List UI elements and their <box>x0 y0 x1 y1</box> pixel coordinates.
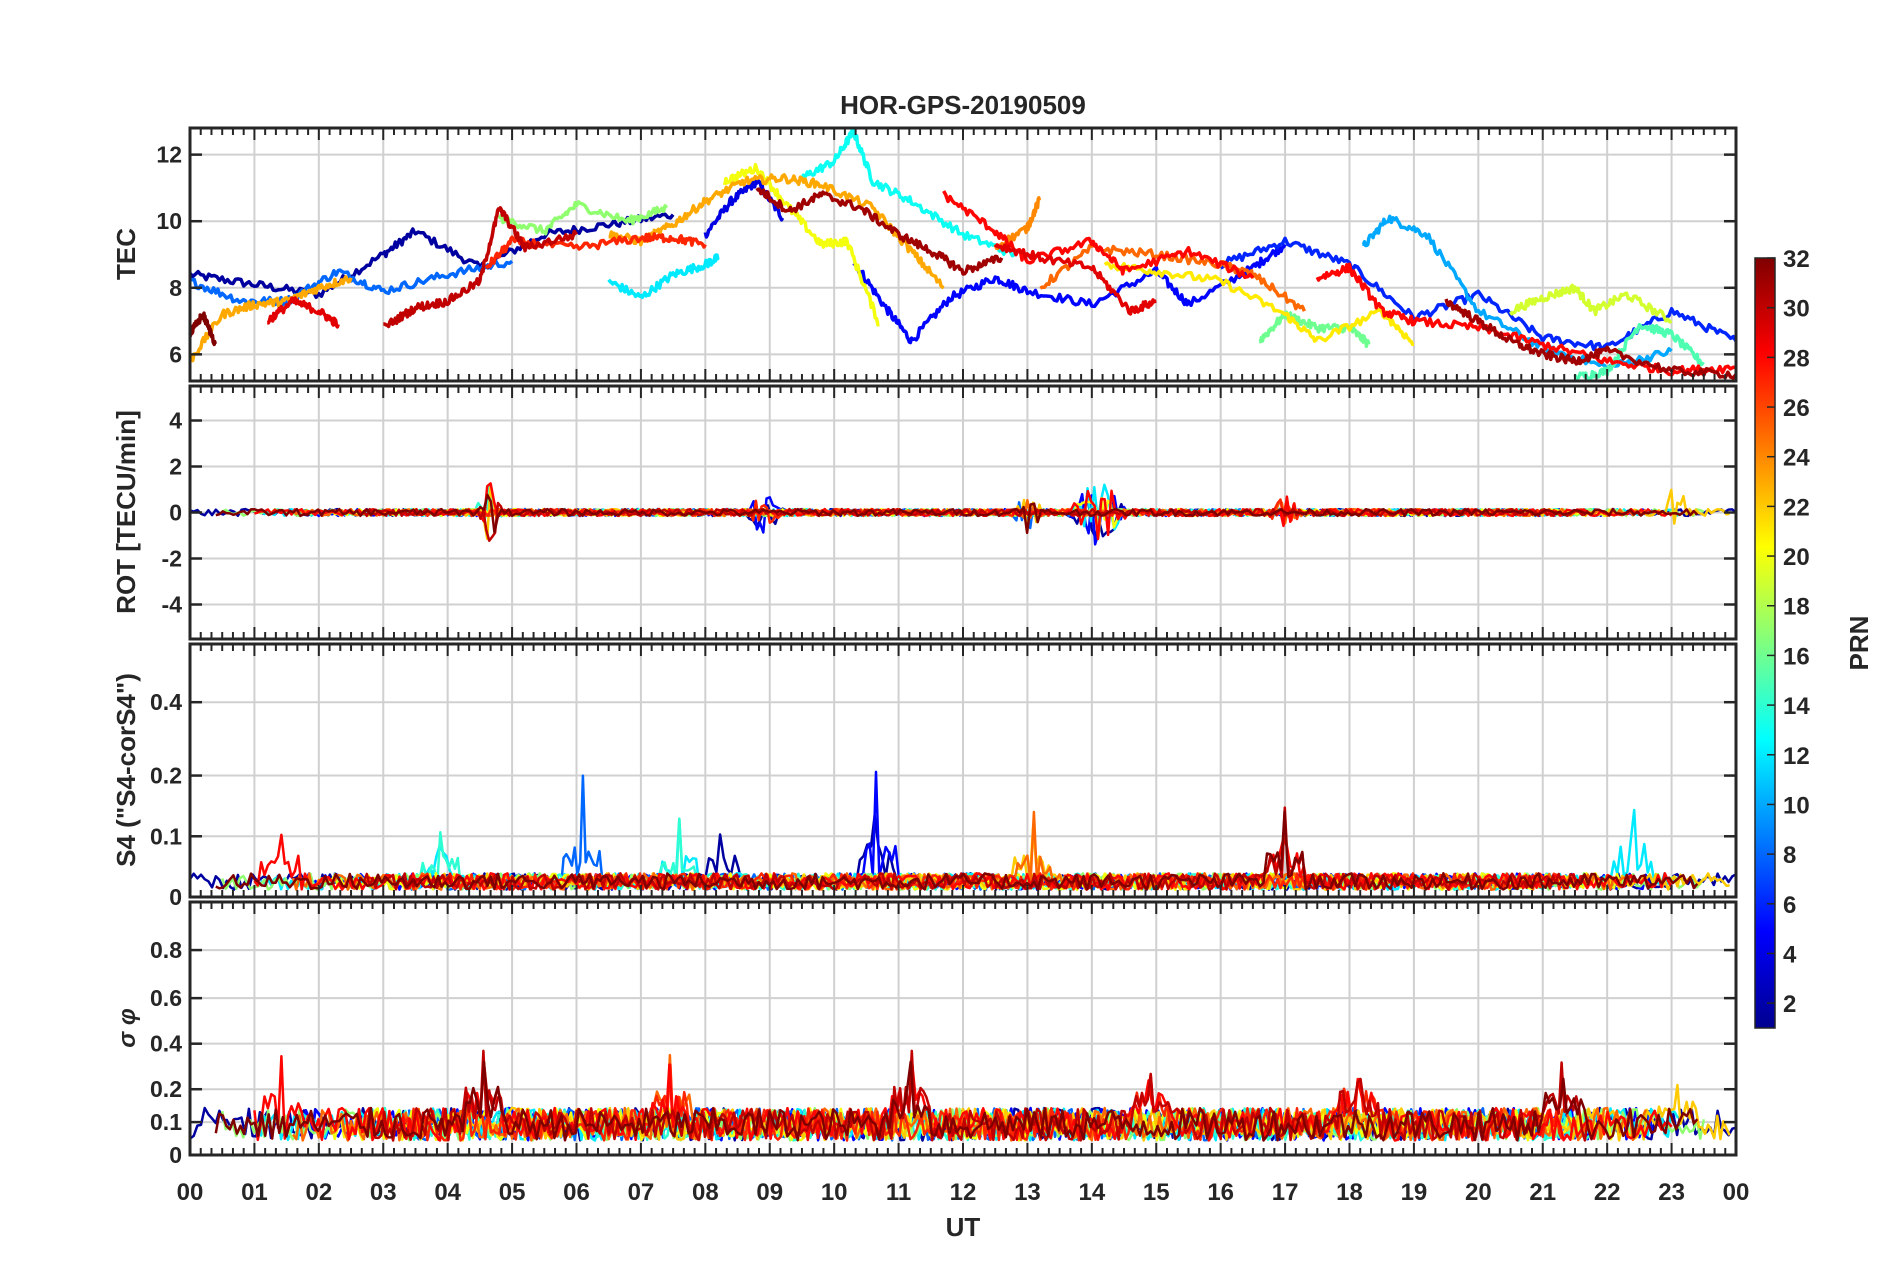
y-tick-label: 12 <box>156 142 182 168</box>
colorbar-tick-label: 20 <box>1783 544 1810 571</box>
x-tick-label: 22 <box>1594 1179 1621 1206</box>
x-tick-label: 09 <box>756 1179 783 1206</box>
tec-series-prn-20 <box>722 162 880 327</box>
colorbar-tick-label: 10 <box>1783 792 1810 819</box>
tec-series-prn-2 <box>188 212 675 300</box>
s4-ylabel: S4 ("S4-corS4") <box>111 673 141 867</box>
y-tick-label: 0.1 <box>150 1109 182 1135</box>
x-tick-label: 14 <box>1078 1179 1105 1206</box>
x-tick-label: 02 <box>305 1179 332 1206</box>
tec-series-prn-5 <box>852 243 1287 345</box>
x-tick-label: 20 <box>1465 1179 1492 1206</box>
tec-series-prn-17 <box>497 200 669 236</box>
colorbar-tick-label: 26 <box>1783 395 1810 422</box>
y-tick-label: 0 <box>169 884 182 910</box>
sigma-phi-panel: 0 0.1 0.2 0.4 0.6 0.8 σ φ <box>114 900 1738 1168</box>
colorbar-gradient <box>1754 257 1776 1029</box>
s4-series-prn-32 <box>215 810 1699 891</box>
colorbar-label: PRN <box>1844 616 1874 671</box>
colorbar-tick-label: 32 <box>1783 246 1810 273</box>
tec-series-prn-28 <box>1315 262 1737 377</box>
rot-series-prn-32 <box>215 493 1699 535</box>
y-tick-label: 0 <box>169 1142 182 1168</box>
y-tick-label: -2 <box>162 546 182 572</box>
tec-series-prn-29 <box>266 296 340 329</box>
tec-series-prn-6 <box>1219 236 1738 352</box>
tec-series-prn-12 <box>607 253 720 300</box>
colorbar-tick-label: 8 <box>1783 842 1796 869</box>
x-tick-label: 16 <box>1207 1179 1234 1206</box>
rot-ylabel: ROT [TECU/min] <box>111 410 141 614</box>
x-tick-label: 05 <box>499 1179 526 1206</box>
colorbar-tick-label: 4 <box>1783 941 1797 968</box>
y-tick-label: -4 <box>162 592 183 618</box>
sig-series-prn-32 <box>214 1060 1699 1142</box>
x-tick-label: 01 <box>241 1179 268 1206</box>
colorbar-tick-label: 24 <box>1783 445 1810 472</box>
tec-series-prn-27 <box>484 232 707 269</box>
tec-series-prn-25 <box>1039 243 1306 312</box>
x-tick-label: 10 <box>821 1179 848 1206</box>
tec-series-prn-30 <box>382 206 578 329</box>
x-tick-label: 04 <box>434 1179 461 1206</box>
y-tick-label: 0.6 <box>150 985 182 1011</box>
tec-series-prn-19 <box>1509 283 1673 324</box>
s4-panel: 0 0.1 0.2 0.4 S4 ("S4-corS4") <box>111 642 1738 910</box>
tec-ylabel: TEC <box>111 228 141 280</box>
colorbar-tick-label: 18 <box>1783 594 1810 621</box>
y-tick-label: 6 <box>169 341 182 367</box>
y-tick-label: 0 <box>169 500 182 526</box>
y-tick-label: 4 <box>169 408 182 434</box>
tec-series-prn-29 <box>993 243 1157 316</box>
tec-series-prn-28 <box>942 190 1255 280</box>
tec-series-prn-21 <box>1103 261 1415 347</box>
x-tick-label: 13 <box>1014 1179 1041 1206</box>
tec-series-prn-23 <box>188 275 353 363</box>
colorbar-tick-label: 2 <box>1783 991 1796 1018</box>
sigma-phi-ylabel: σ φ <box>114 1008 141 1048</box>
tec-series-prn-13 <box>800 128 1016 258</box>
y-tick-label: 0.4 <box>150 1031 182 1057</box>
x-tick-label: 00 <box>177 1179 204 1206</box>
x-tick-label: 12 <box>950 1179 977 1206</box>
x-tick-label: 03 <box>370 1179 397 1206</box>
tec-series-prn-31 <box>1444 298 1738 380</box>
y-tick-label: 0.2 <box>150 763 182 789</box>
x-tick-label: 06 <box>563 1179 590 1206</box>
chart-title: HOR-GPS-20190509 <box>840 90 1086 120</box>
x-tick-label: 23 <box>1658 1179 1685 1206</box>
x-tick-label: 19 <box>1401 1179 1428 1206</box>
y-tick-label: 0.2 <box>150 1076 182 1102</box>
y-tick-label: 0.4 <box>150 689 182 715</box>
y-tick-label: 0.1 <box>150 823 182 849</box>
colorbar-tick-label: 28 <box>1783 345 1810 372</box>
y-tick-label: 0.8 <box>150 937 182 963</box>
x-tick-label: 21 <box>1529 1179 1556 1206</box>
tec-series-prn-32 <box>188 311 217 347</box>
colorbar-tick-label: 14 <box>1783 693 1810 720</box>
x-tick-label: 18 <box>1336 1179 1363 1206</box>
colorbar-tick-label: 30 <box>1783 296 1810 323</box>
colorbar-tick-label: 12 <box>1783 743 1810 770</box>
colorbar-tick-label: 6 <box>1783 892 1796 919</box>
y-tick-label: 10 <box>156 208 182 234</box>
x-tick-label: 11 <box>886 1179 911 1206</box>
y-tick-label: 2 <box>169 454 182 480</box>
tec-panel: 6 8 10 12 TEC <box>111 126 1738 383</box>
x-tick-label: 15 <box>1143 1179 1170 1206</box>
tec-series-prn-16 <box>1258 310 1371 349</box>
colorbar-tick-label: 22 <box>1783 494 1810 521</box>
colorbar-tick-label: 16 <box>1783 643 1810 670</box>
y-tick-label: 8 <box>169 275 182 301</box>
tec-series-prn-8 <box>189 259 514 307</box>
x-tick-label: 17 <box>1272 1179 1299 1206</box>
x-tick-label: 00 <box>1723 1179 1750 1206</box>
x-tick-label: 08 <box>692 1179 719 1206</box>
x-axis-label: UT <box>946 1212 981 1242</box>
tec-series-prn-31 <box>755 187 1004 276</box>
rot-panel: -4 -2 0 2 4 ROT [TECU/min] <box>111 384 1738 641</box>
x-tick-label: 07 <box>628 1179 655 1206</box>
